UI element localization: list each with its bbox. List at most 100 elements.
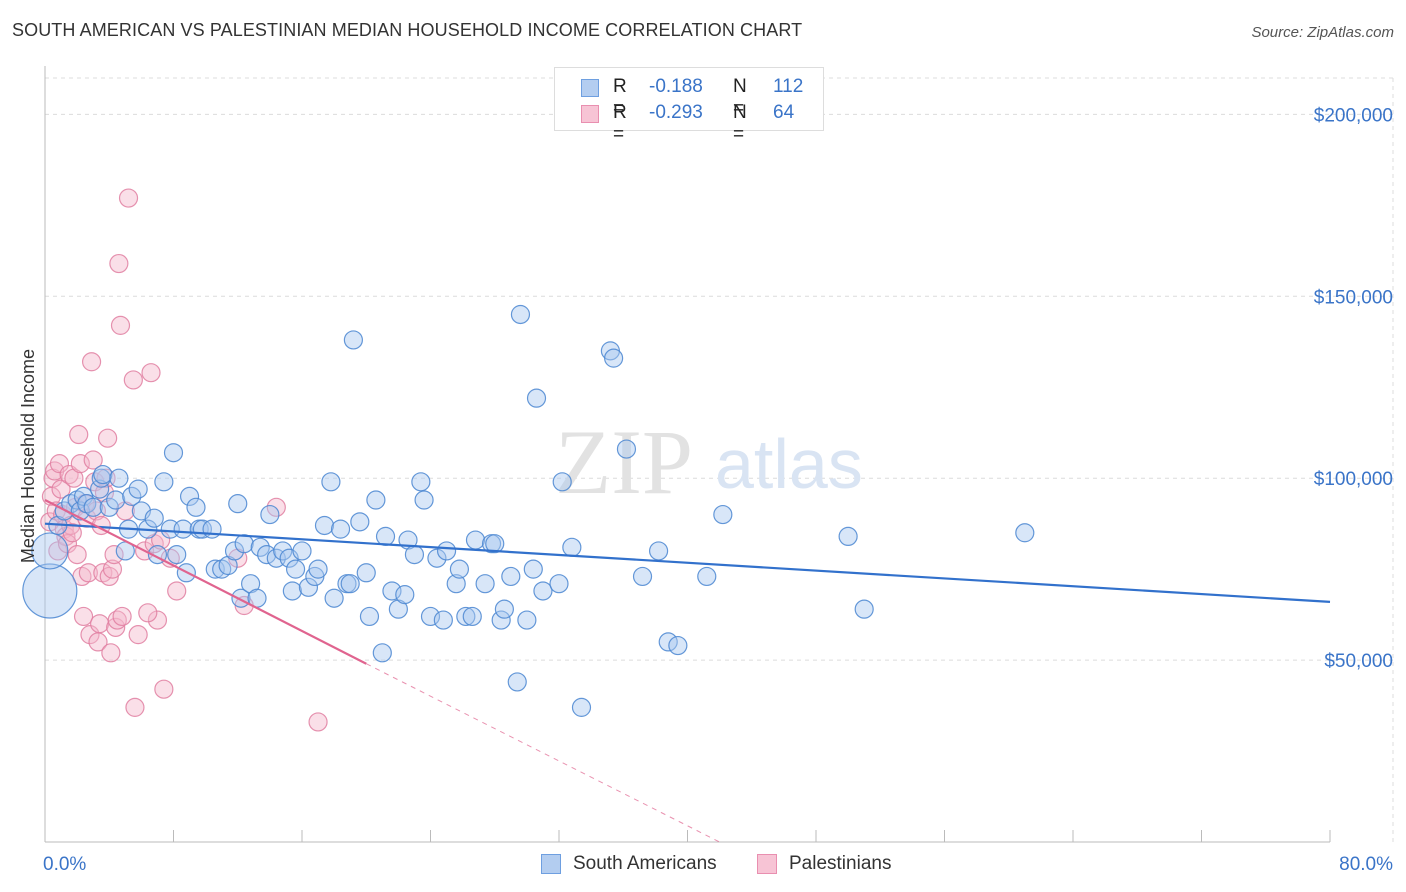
y-tick-label: $200,000 bbox=[1314, 105, 1393, 126]
data-point bbox=[668, 635, 688, 656]
data-point bbox=[78, 563, 98, 583]
data-point bbox=[604, 348, 624, 368]
data-point bbox=[70, 454, 90, 474]
data-point bbox=[99, 497, 119, 517]
series-south-americans-points bbox=[22, 304, 1035, 717]
y-tick-labels: $50,000 $100,000 $150,000 $200,000 bbox=[1314, 105, 1393, 672]
data-point bbox=[697, 566, 717, 587]
data-point bbox=[526, 388, 547, 408]
data-point bbox=[446, 574, 466, 594]
data-point bbox=[110, 315, 131, 335]
data-point bbox=[109, 253, 129, 274]
data-point bbox=[838, 526, 858, 547]
data-point bbox=[67, 544, 87, 565]
data-point bbox=[102, 559, 123, 579]
data-point bbox=[51, 479, 71, 499]
data-point bbox=[420, 606, 441, 627]
x-tick-labels: 0.0% 80.0% bbox=[43, 854, 1393, 875]
data-point bbox=[128, 479, 148, 499]
data-point bbox=[1015, 523, 1035, 543]
data-point bbox=[411, 472, 431, 492]
x-tick-label: 80.0% bbox=[1339, 854, 1393, 875]
data-point bbox=[273, 541, 293, 561]
data-point bbox=[123, 370, 143, 390]
data-point bbox=[632, 566, 653, 587]
data-point bbox=[507, 672, 527, 692]
axes bbox=[44, 66, 1331, 843]
data-point bbox=[292, 541, 312, 561]
data-point bbox=[118, 188, 139, 208]
data-point bbox=[436, 541, 457, 561]
data-point bbox=[382, 581, 402, 601]
y-tick-label: $100,000 bbox=[1314, 469, 1393, 490]
data-point bbox=[562, 537, 582, 557]
data-point bbox=[395, 585, 415, 605]
data-point bbox=[854, 599, 874, 619]
data-point bbox=[106, 490, 126, 510]
data-point bbox=[49, 454, 70, 474]
data-point bbox=[202, 519, 222, 539]
legend-swatch-pink bbox=[581, 105, 599, 123]
trend-lines bbox=[44, 499, 1331, 843]
data-point bbox=[260, 504, 280, 525]
data-point bbox=[234, 534, 254, 554]
data-point bbox=[449, 559, 470, 579]
data-point bbox=[83, 497, 103, 517]
data-point bbox=[330, 519, 351, 539]
chart-title: SOUTH AMERICAN VS PALESTINIAN MEDIAN HOU… bbox=[12, 20, 803, 40]
data-point bbox=[475, 574, 495, 594]
data-point bbox=[104, 544, 124, 565]
data-point bbox=[648, 541, 669, 561]
data-point bbox=[372, 643, 392, 663]
data-point bbox=[93, 464, 113, 485]
data-point bbox=[658, 632, 678, 652]
data-point bbox=[86, 501, 107, 521]
legend-r-label: R = bbox=[613, 76, 627, 119]
data-point bbox=[173, 519, 193, 539]
data-point bbox=[138, 603, 158, 623]
legend-r-label: R = bbox=[613, 102, 627, 145]
data-point bbox=[552, 472, 572, 492]
data-point bbox=[404, 544, 425, 565]
x-tick-label: 0.0% bbox=[43, 854, 86, 875]
data-point bbox=[167, 581, 187, 601]
data-point bbox=[298, 577, 319, 597]
legend-swatch-blue bbox=[581, 79, 599, 97]
data-point bbox=[257, 544, 277, 565]
data-point bbox=[501, 566, 521, 587]
data-point bbox=[465, 530, 486, 550]
source-label: Source: ZipAtlas.com bbox=[1251, 24, 1394, 41]
data-point bbox=[343, 330, 363, 350]
data-point bbox=[122, 486, 142, 506]
bottom-legend-swatch-pink bbox=[757, 854, 777, 874]
data-point bbox=[308, 559, 328, 579]
data-point bbox=[77, 494, 97, 514]
data-point bbox=[144, 508, 164, 528]
data-point bbox=[125, 697, 145, 717]
legend-r-value: -0.293 bbox=[649, 102, 703, 123]
y-axis-label: Median Household Income bbox=[18, 349, 38, 563]
trend-line-south-americans bbox=[44, 522, 1331, 603]
data-point bbox=[224, 541, 245, 561]
data-point bbox=[80, 625, 100, 645]
data-point bbox=[510, 304, 531, 325]
bottom-legend-label: Palestinians bbox=[789, 853, 892, 874]
data-point bbox=[266, 497, 286, 517]
data-point bbox=[98, 428, 118, 448]
data-point bbox=[179, 486, 200, 506]
data-point bbox=[154, 679, 174, 699]
legend-n-value: 112 bbox=[773, 76, 804, 97]
data-point bbox=[106, 617, 126, 637]
data-point bbox=[491, 610, 511, 630]
data-point bbox=[90, 614, 110, 634]
trend-line-palestinians-extrapolated bbox=[366, 663, 720, 843]
y-tick-label: $150,000 bbox=[1314, 287, 1393, 308]
data-point bbox=[147, 610, 168, 630]
data-point bbox=[324, 588, 344, 608]
data-point bbox=[523, 559, 543, 579]
data-point bbox=[186, 497, 206, 517]
data-point bbox=[517, 610, 537, 630]
data-point bbox=[48, 541, 68, 561]
data-point bbox=[485, 534, 505, 554]
